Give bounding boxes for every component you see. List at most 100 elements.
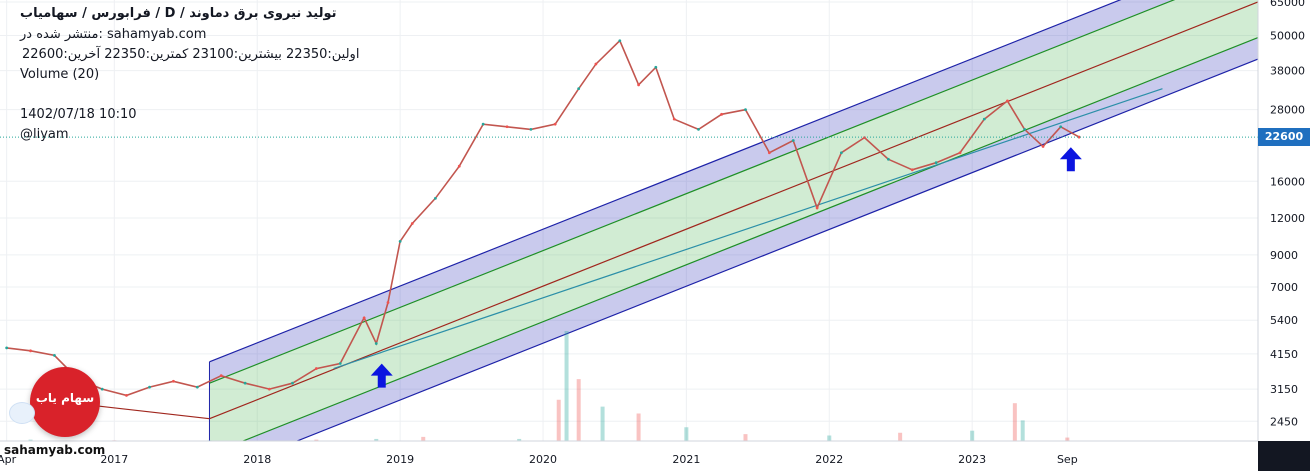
volume-bar <box>1020 420 1025 441</box>
price-point <box>219 374 223 378</box>
up-arrow-icon <box>1059 147 1082 172</box>
volume-bar <box>743 434 748 441</box>
time-tick-label: 2017 <box>100 453 128 466</box>
time-tick-label: Sep <box>1057 453 1078 466</box>
time-tick-label: 2020 <box>529 453 557 466</box>
price-point <box>29 349 32 353</box>
time-axis-bg <box>0 441 1258 471</box>
price-point <box>362 316 366 320</box>
price-point <box>910 168 914 172</box>
channel-middle-band <box>209 0 1258 455</box>
price-point <box>840 151 843 155</box>
price-point <box>934 161 938 165</box>
volume-bar <box>684 427 689 441</box>
price-point <box>433 196 437 200</box>
price-point <box>243 381 247 385</box>
price-tick-label: 28000 <box>1270 104 1305 117</box>
price-point <box>374 342 378 345</box>
volume-bar <box>636 413 641 441</box>
price-point <box>338 362 342 365</box>
price-point <box>744 108 747 112</box>
price-point <box>1023 127 1027 131</box>
price-line <box>6 39 1080 397</box>
price-point <box>410 222 414 225</box>
price-axis-bg <box>1258 0 1310 441</box>
logo-text: سهام یاب <box>35 391 95 405</box>
price-point <box>172 379 175 383</box>
price-point <box>267 387 271 391</box>
price-point <box>1006 99 1009 103</box>
price-tick-label: 7000 <box>1270 281 1298 294</box>
channel-line <box>209 37 1259 455</box>
price-tick-label: 4150 <box>1270 348 1298 361</box>
volume-indicator-label[interactable]: Volume (20) <box>20 67 100 82</box>
price-point <box>815 206 819 210</box>
price-point <box>529 127 533 131</box>
volume-bar <box>827 435 832 441</box>
price-point <box>505 125 509 129</box>
volume-bar <box>314 439 319 441</box>
volume-bar <box>556 399 561 441</box>
price-point <box>791 139 795 142</box>
price-point <box>195 385 199 389</box>
price-point <box>594 62 598 66</box>
volume-bar <box>600 406 605 441</box>
price-point <box>53 354 56 357</box>
price-point <box>5 346 9 350</box>
channel-line <box>209 1 1259 420</box>
volume-bars <box>28 331 1070 441</box>
price-tick-label: 9000 <box>1270 249 1298 262</box>
price-tick-label: 16000 <box>1270 175 1305 188</box>
time-tick-label: 2021 <box>672 453 700 466</box>
regression-channel <box>42 0 1259 471</box>
price-point <box>1077 135 1081 139</box>
volume-bar <box>898 432 903 441</box>
price-tick-label: 65000 <box>1270 0 1305 9</box>
price-point <box>672 117 676 121</box>
time-tick-label: 2023 <box>958 453 986 466</box>
price-point <box>125 393 128 397</box>
up-arrow-icon <box>370 363 393 388</box>
price-point <box>314 367 318 370</box>
time-tick-label: 2022 <box>815 453 843 466</box>
volume-bar <box>564 331 569 441</box>
axis-corner <box>1258 441 1310 471</box>
channel-lower-band <box>209 37 1258 471</box>
price-tick-label: 12000 <box>1270 212 1305 225</box>
price-tick-label: 3150 <box>1270 383 1298 396</box>
price-point <box>886 157 890 161</box>
trend-line <box>333 88 1163 370</box>
channel-line <box>209 0 1122 363</box>
chart-title: تولید نیروی برق دماوند / D / فرابورس / س… <box>20 6 337 21</box>
price-point <box>553 122 557 126</box>
time-tick-label: 2019 <box>386 453 414 466</box>
price-point <box>637 83 640 87</box>
price-tick-label: 50000 <box>1270 30 1305 43</box>
volume-bar <box>517 438 522 441</box>
volume-bar <box>576 379 581 441</box>
ohlc-readout: اولین:22350 بیشترین:23100 کمترین:22350 آ… <box>22 47 360 62</box>
price-point <box>398 239 402 243</box>
author-handle: @liyam <box>20 127 69 142</box>
sahamyab-logo: سهام یاب <box>30 367 100 437</box>
price-tick-label: 38000 <box>1270 65 1305 78</box>
price-series <box>0 39 1258 397</box>
annotations <box>370 147 1082 388</box>
volume-bar <box>1012 403 1017 441</box>
price-tick-label: 5400 <box>1270 314 1298 327</box>
volume-bar <box>421 436 426 441</box>
price-point <box>386 301 390 304</box>
price-point <box>457 164 461 168</box>
timestamp: 1402/07/18 10:10 <box>20 107 137 122</box>
volume-bar <box>1065 437 1070 441</box>
last-price-tag: 22600 <box>1258 128 1310 147</box>
price-point <box>618 39 622 43</box>
price-point <box>100 387 104 391</box>
price-tick-label: 2450 <box>1270 415 1298 428</box>
watermark: sahamyab.com <box>4 443 106 457</box>
price-point <box>1059 125 1063 129</box>
price-point <box>291 381 294 385</box>
price-point <box>958 151 962 155</box>
price-axis: 65000 50000 38000 28000 16000 12000 9000 7000 54… <box>1257 0 1310 441</box>
